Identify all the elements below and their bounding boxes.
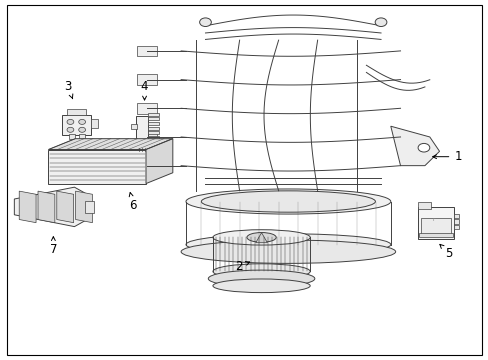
Ellipse shape	[212, 264, 309, 279]
Bar	[148, 122, 158, 125]
Polygon shape	[57, 191, 74, 223]
Bar	[131, 124, 137, 129]
Bar	[137, 132, 157, 142]
Text: 1: 1	[432, 150, 461, 163]
Circle shape	[417, 143, 429, 152]
Bar	[91, 119, 98, 128]
Ellipse shape	[185, 234, 390, 255]
Bar	[69, 134, 75, 139]
Bar	[417, 207, 453, 239]
Polygon shape	[19, 191, 36, 223]
Circle shape	[67, 120, 74, 125]
Circle shape	[199, 18, 211, 27]
Bar	[148, 113, 158, 116]
Ellipse shape	[212, 230, 309, 245]
Ellipse shape	[181, 240, 395, 264]
Ellipse shape	[246, 233, 276, 242]
Circle shape	[79, 127, 85, 132]
Bar	[79, 134, 84, 139]
Text: 3: 3	[64, 80, 73, 99]
Ellipse shape	[208, 270, 314, 287]
Text: 6: 6	[129, 193, 137, 212]
Bar	[148, 127, 158, 130]
Polygon shape	[390, 126, 439, 166]
Polygon shape	[76, 191, 92, 223]
Text: 2: 2	[234, 260, 249, 273]
Ellipse shape	[201, 191, 375, 212]
Polygon shape	[146, 139, 172, 184]
Circle shape	[67, 127, 74, 132]
Text: 4: 4	[141, 80, 148, 100]
Ellipse shape	[185, 189, 390, 214]
Bar	[137, 160, 157, 171]
Text: 7: 7	[49, 237, 57, 256]
Bar	[453, 220, 458, 224]
Bar	[137, 45, 157, 56]
Bar	[417, 202, 430, 209]
Bar	[453, 214, 458, 218]
Bar	[137, 74, 157, 85]
Bar	[148, 136, 158, 139]
Bar	[453, 225, 458, 229]
Bar	[420, 218, 450, 235]
Bar	[137, 103, 157, 114]
Circle shape	[79, 120, 85, 125]
Text: r: r	[432, 217, 434, 222]
Polygon shape	[38, 191, 55, 223]
Bar	[85, 201, 94, 213]
Polygon shape	[14, 187, 85, 226]
Text: 5: 5	[439, 244, 452, 260]
Bar	[148, 117, 158, 121]
Polygon shape	[255, 233, 267, 243]
Polygon shape	[48, 149, 146, 184]
Bar	[137, 140, 147, 148]
Bar	[148, 131, 158, 134]
Ellipse shape	[212, 279, 309, 293]
Bar	[136, 116, 148, 141]
Polygon shape	[48, 139, 172, 149]
Bar	[418, 233, 452, 237]
Bar	[66, 109, 86, 116]
Circle shape	[374, 18, 386, 27]
Bar	[61, 116, 91, 135]
